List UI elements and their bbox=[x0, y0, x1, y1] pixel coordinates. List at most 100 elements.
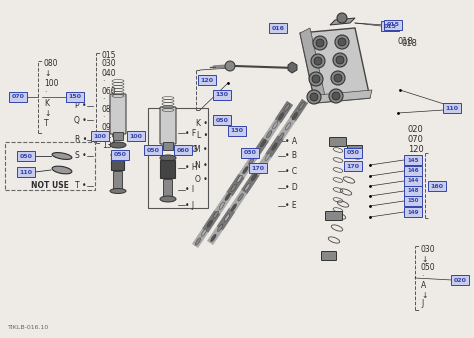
Circle shape bbox=[225, 61, 235, 71]
Text: O •: O • bbox=[195, 175, 208, 185]
Text: 160: 160 bbox=[430, 184, 444, 189]
Text: 016: 016 bbox=[272, 25, 284, 30]
Text: P •: P • bbox=[75, 101, 87, 111]
Text: 050: 050 bbox=[216, 118, 228, 122]
Ellipse shape bbox=[273, 122, 278, 129]
Circle shape bbox=[337, 13, 347, 23]
Text: NOT USE: NOT USE bbox=[31, 180, 69, 190]
Text: • C: • C bbox=[285, 167, 297, 175]
Text: • D: • D bbox=[285, 184, 298, 193]
Text: T: T bbox=[44, 119, 49, 127]
Text: 030: 030 bbox=[346, 150, 359, 155]
Polygon shape bbox=[288, 62, 297, 73]
Text: ·: · bbox=[421, 272, 423, 282]
Circle shape bbox=[310, 93, 318, 101]
Text: J: J bbox=[421, 299, 423, 309]
Ellipse shape bbox=[213, 211, 219, 218]
Text: M •: M • bbox=[194, 145, 208, 154]
Polygon shape bbox=[330, 18, 355, 25]
Text: ↓: ↓ bbox=[421, 290, 428, 299]
Ellipse shape bbox=[52, 152, 72, 160]
FancyBboxPatch shape bbox=[326, 212, 343, 220]
Text: 150: 150 bbox=[407, 198, 419, 203]
Ellipse shape bbox=[224, 214, 230, 221]
Text: 110: 110 bbox=[446, 105, 458, 111]
Text: 110: 110 bbox=[102, 131, 117, 141]
Text: 146: 146 bbox=[407, 169, 419, 173]
Ellipse shape bbox=[201, 229, 207, 236]
Text: • B: • B bbox=[285, 151, 297, 161]
Text: R •: R • bbox=[75, 136, 87, 145]
Text: ·: · bbox=[102, 114, 104, 122]
Ellipse shape bbox=[110, 142, 126, 148]
FancyBboxPatch shape bbox=[113, 171, 122, 191]
FancyBboxPatch shape bbox=[329, 138, 346, 146]
FancyBboxPatch shape bbox=[17, 167, 35, 177]
Text: 070: 070 bbox=[11, 95, 25, 99]
Ellipse shape bbox=[261, 140, 266, 147]
Ellipse shape bbox=[211, 234, 216, 242]
Polygon shape bbox=[315, 90, 372, 103]
Text: 100: 100 bbox=[129, 134, 143, 139]
Bar bbox=[5, 142, 95, 190]
Text: K: K bbox=[44, 98, 49, 107]
Text: A: A bbox=[421, 282, 426, 290]
Text: 070: 070 bbox=[408, 136, 424, 145]
Ellipse shape bbox=[299, 102, 304, 110]
FancyBboxPatch shape bbox=[404, 166, 422, 176]
Text: 149: 149 bbox=[407, 210, 419, 215]
Text: L •: L • bbox=[197, 131, 208, 141]
Ellipse shape bbox=[160, 155, 176, 161]
FancyBboxPatch shape bbox=[113, 132, 123, 140]
Text: S •: S • bbox=[75, 151, 87, 161]
Text: • E: • E bbox=[285, 201, 297, 211]
FancyBboxPatch shape bbox=[347, 145, 363, 154]
Text: 120: 120 bbox=[408, 145, 424, 154]
Text: ·: · bbox=[44, 89, 46, 97]
Text: N •: N • bbox=[195, 161, 208, 169]
FancyBboxPatch shape bbox=[164, 179, 173, 198]
Text: • A: • A bbox=[285, 137, 297, 145]
Circle shape bbox=[314, 57, 322, 65]
Ellipse shape bbox=[249, 158, 254, 165]
Ellipse shape bbox=[243, 166, 248, 174]
Text: • J: • J bbox=[185, 200, 194, 210]
Text: 170: 170 bbox=[252, 166, 264, 170]
Ellipse shape bbox=[251, 173, 257, 181]
Text: • H: • H bbox=[185, 164, 198, 172]
Ellipse shape bbox=[265, 153, 270, 161]
FancyBboxPatch shape bbox=[160, 107, 176, 144]
FancyBboxPatch shape bbox=[404, 186, 422, 196]
Text: 120: 120 bbox=[201, 77, 213, 82]
Circle shape bbox=[307, 90, 321, 104]
FancyBboxPatch shape bbox=[213, 90, 231, 100]
Text: • I: • I bbox=[185, 186, 194, 194]
Text: 100: 100 bbox=[44, 78, 58, 88]
Circle shape bbox=[331, 71, 345, 85]
Text: • F: • F bbox=[185, 128, 196, 138]
Ellipse shape bbox=[219, 202, 224, 210]
FancyBboxPatch shape bbox=[344, 148, 362, 158]
Text: 130: 130 bbox=[230, 128, 244, 134]
Ellipse shape bbox=[285, 123, 291, 130]
FancyBboxPatch shape bbox=[198, 75, 216, 85]
Text: 080: 080 bbox=[102, 104, 117, 114]
Text: 015: 015 bbox=[386, 23, 400, 27]
Ellipse shape bbox=[231, 204, 237, 211]
Text: 050: 050 bbox=[146, 147, 159, 152]
Polygon shape bbox=[300, 28, 325, 101]
FancyBboxPatch shape bbox=[443, 103, 461, 113]
Ellipse shape bbox=[266, 130, 272, 138]
Ellipse shape bbox=[279, 133, 284, 140]
Text: 050: 050 bbox=[19, 153, 32, 159]
Ellipse shape bbox=[255, 148, 260, 156]
Ellipse shape bbox=[245, 184, 250, 191]
Text: 110: 110 bbox=[19, 169, 33, 174]
FancyBboxPatch shape bbox=[228, 126, 246, 136]
Text: 018: 018 bbox=[398, 37, 414, 46]
Ellipse shape bbox=[237, 175, 242, 183]
Circle shape bbox=[313, 36, 327, 50]
Text: T •: T • bbox=[75, 182, 87, 191]
FancyBboxPatch shape bbox=[451, 275, 469, 285]
FancyBboxPatch shape bbox=[241, 148, 259, 158]
